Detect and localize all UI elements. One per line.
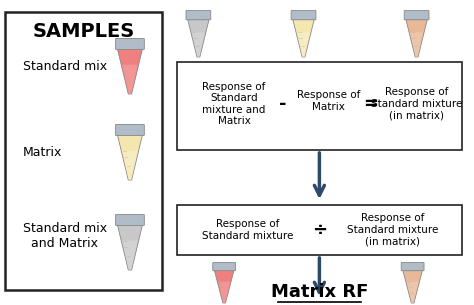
Polygon shape (407, 282, 419, 303)
Text: SAMPLES: SAMPLES (32, 22, 135, 41)
Polygon shape (122, 65, 137, 94)
FancyBboxPatch shape (176, 62, 462, 150)
FancyBboxPatch shape (401, 263, 424, 271)
Text: Response of
Standard mixture
(in matrix): Response of Standard mixture (in matrix) (347, 214, 438, 247)
Text: Matrix: Matrix (23, 146, 62, 159)
Polygon shape (188, 19, 209, 57)
Text: Standard mix: Standard mix (23, 60, 107, 73)
Polygon shape (214, 270, 234, 303)
FancyBboxPatch shape (5, 12, 162, 290)
Text: -: - (279, 95, 286, 113)
FancyBboxPatch shape (116, 214, 144, 225)
Text: Matrix RF: Matrix RF (271, 283, 368, 301)
Polygon shape (297, 32, 310, 57)
Text: Response of
Standard mixture
(in matrix): Response of Standard mixture (in matrix) (371, 88, 462, 120)
Polygon shape (122, 151, 137, 180)
Polygon shape (410, 32, 423, 57)
Polygon shape (406, 19, 428, 57)
Text: Standard mix
and Matrix: Standard mix and Matrix (23, 222, 107, 250)
FancyBboxPatch shape (213, 263, 236, 271)
Polygon shape (219, 282, 230, 303)
Polygon shape (118, 225, 143, 270)
Text: Response of
Standard mixture: Response of Standard mixture (202, 219, 294, 241)
FancyBboxPatch shape (291, 10, 316, 20)
Text: Response of
Standard
mixture and
Matrix: Response of Standard mixture and Matrix (202, 82, 266, 126)
FancyBboxPatch shape (116, 124, 144, 135)
Text: ÷: ÷ (312, 221, 327, 239)
FancyBboxPatch shape (116, 38, 144, 49)
Polygon shape (118, 135, 143, 180)
Text: =: = (364, 95, 378, 113)
Polygon shape (192, 32, 205, 57)
Polygon shape (293, 19, 314, 57)
Polygon shape (118, 49, 143, 94)
Text: Response of
Matrix: Response of Matrix (297, 90, 360, 112)
FancyBboxPatch shape (404, 10, 429, 20)
FancyBboxPatch shape (186, 10, 211, 20)
Polygon shape (122, 241, 137, 270)
FancyBboxPatch shape (176, 205, 462, 255)
Polygon shape (403, 270, 422, 303)
